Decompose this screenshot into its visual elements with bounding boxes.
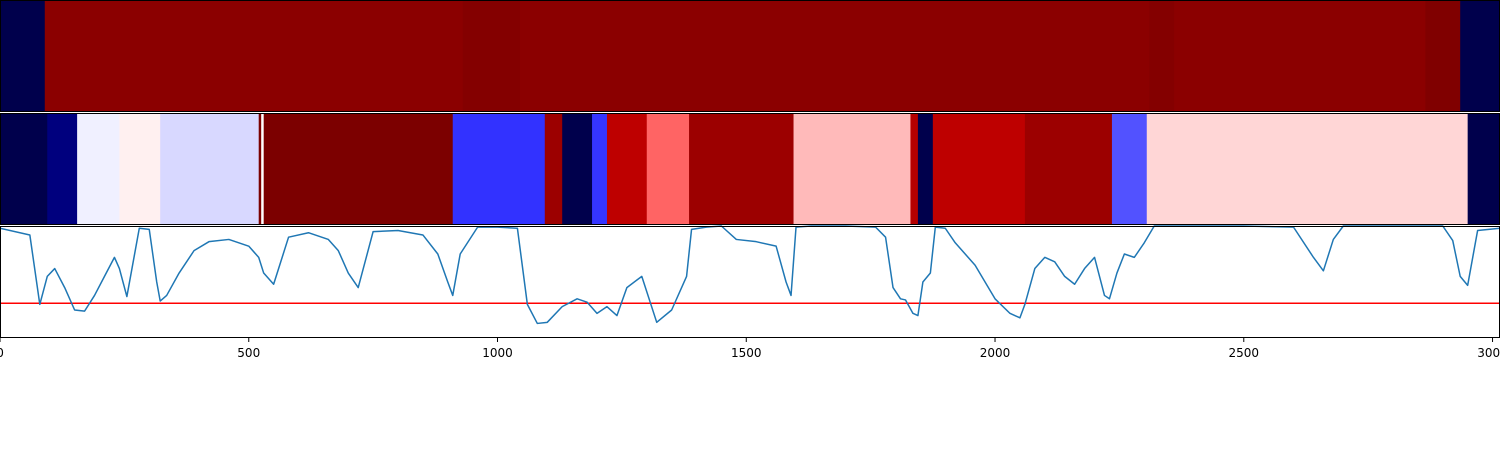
line-plot-panel <box>0 226 1500 338</box>
x-tick-label-0: 0 <box>0 346 4 360</box>
top-band-segment-0 <box>0 0 45 112</box>
top-band-segment-5 <box>1174 0 1426 112</box>
middle-band-segment-1 <box>47 113 77 225</box>
middle-band-segment-18 <box>933 113 1026 225</box>
top-band-segment-1 <box>45 0 463 112</box>
x-tick-label-5: 2500 <box>1229 346 1260 360</box>
middle-band-segment-0 <box>0 113 48 225</box>
middle-band-segment-13 <box>647 113 690 225</box>
top-band-segment-2 <box>463 0 521 112</box>
x-tick-label-4: 2000 <box>980 346 1011 360</box>
middle-band-segment-20 <box>1112 113 1147 225</box>
x-tick-label-2: 1000 <box>482 346 513 360</box>
top-band-segment-7 <box>1460 0 1500 112</box>
x-tick-label-3: 1500 <box>731 346 762 360</box>
middle-band-segment-15 <box>794 113 911 225</box>
x-tick-label-1: 500 <box>237 346 260 360</box>
middle-band-segment-10 <box>562 113 592 225</box>
middle-band-segment-9 <box>545 113 563 225</box>
middle-band-segment-3 <box>119 113 160 225</box>
x-tick-label-6: 3000 <box>1477 346 1500 360</box>
middle-heatmap-band <box>0 113 1500 225</box>
top-heatmap-band <box>0 0 1500 112</box>
middle-band-segment-19 <box>1025 113 1113 225</box>
middle-band-segment-21 <box>1147 113 1468 225</box>
line-plot-background <box>0 226 1500 338</box>
middle-band-segment-4 <box>160 113 259 225</box>
middle-band-segment-11 <box>592 113 607 225</box>
top-band-segment-3 <box>520 0 1150 112</box>
x-axis: 0 500 1000 1500 2000 2500 3000 <box>0 338 1500 360</box>
middle-band-segment-8 <box>453 113 546 225</box>
middle-band-segment-7 <box>264 113 454 225</box>
middle-band-segment-16 <box>910 113 918 225</box>
top-band-segment-6 <box>1425 0 1460 112</box>
middle-band-segment-14 <box>689 113 794 225</box>
middle-band-segment-12 <box>607 113 647 225</box>
top-band-segment-4 <box>1149 0 1174 112</box>
middle-band-segment-17 <box>918 113 933 225</box>
middle-band-segment-2 <box>77 113 120 225</box>
middle-band-segment-22 <box>1468 113 1500 225</box>
